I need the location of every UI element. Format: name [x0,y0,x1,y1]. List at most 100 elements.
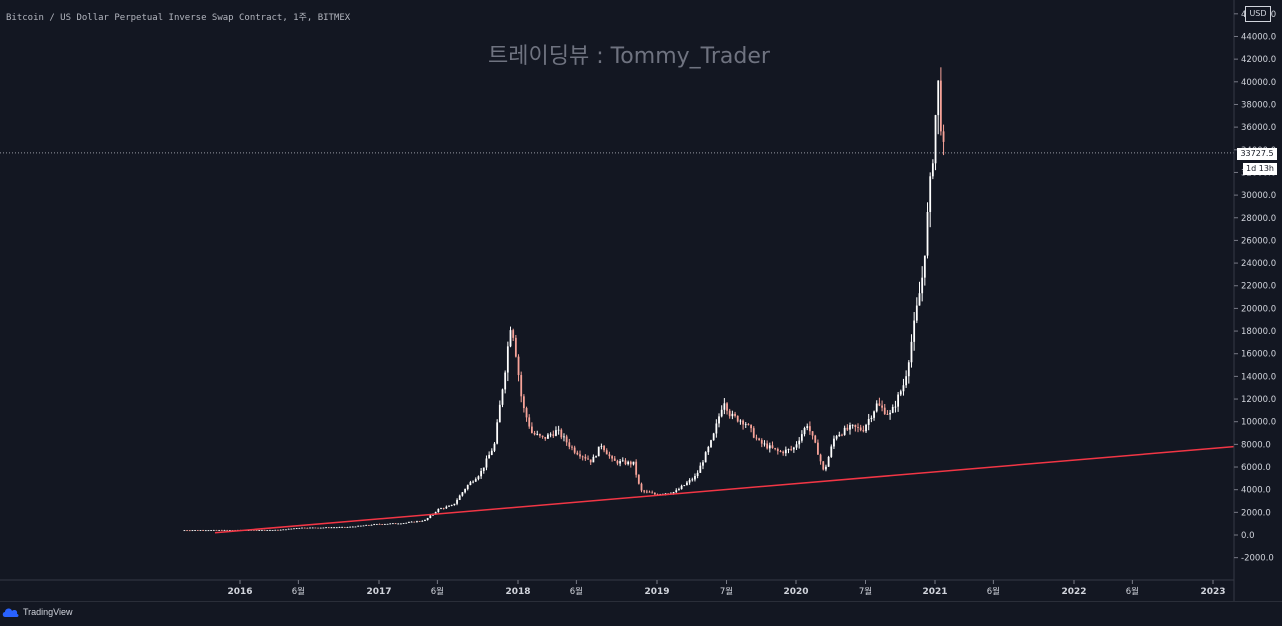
candle-body [792,447,795,450]
candle-body [277,529,279,531]
tradingview-label: TradingView [23,607,73,617]
candle-body [878,403,881,406]
candle-body [579,454,581,457]
price-tick-label: 14000.0 [1241,372,1276,382]
candle-body [795,444,798,448]
candle-body [576,452,579,455]
candle-body [720,409,723,417]
candle-body [782,451,785,454]
candle-body [228,530,231,531]
candle-body [482,467,485,471]
support-trendline[interactable] [214,445,1234,534]
candle-body [897,394,900,407]
price-tick-label: 30000.0 [1241,191,1276,201]
candle-body [231,530,234,531]
candle-body [798,440,801,445]
candle-body [464,489,466,493]
time-axis[interactable]: 2016 6월 2017 6월 2018 6월 2019 7월 2020 7월 2021 6월 2022… [0,579,1234,597]
candle-body [509,330,512,347]
candle-body [902,385,905,392]
candle-body [517,356,520,376]
candle-body [637,474,640,484]
candle-body [859,427,862,431]
candle-body [445,506,448,509]
candle-body [814,435,817,443]
time-tick-label: 2022 [1061,587,1086,597]
candle-body [504,372,507,390]
candle-body [188,530,191,532]
candle-body [434,512,437,514]
price-axis[interactable]: -2000.0 0.0 2000.0 4000.0 6000.0 8000.0 10000.… [1233,0,1282,601]
candle-body [774,447,777,449]
candle-body [544,436,547,439]
candle-body [702,462,704,466]
candle-body [905,376,908,386]
candle-body [469,482,472,486]
candle-body [210,530,213,531]
candle-body [346,527,349,528]
candle-body [696,472,699,477]
candle-body [923,255,926,278]
tradingview-logo[interactable]: TradingView [2,606,73,618]
candle-body [891,407,894,413]
candle-body [226,529,229,531]
candle-body [624,460,627,465]
candle-body [640,483,643,491]
candle-body [645,491,648,493]
candle-body [410,521,413,523]
candle-body [335,527,338,529]
candle-body [522,396,525,409]
candle-body [514,337,517,357]
candle-body [886,414,889,415]
candle-body [397,523,400,525]
candle-body [899,391,902,395]
candle-body [811,431,814,436]
candle-body [437,509,440,513]
candle-body [683,485,686,486]
price-tick-label: -2000.0 [1241,554,1274,564]
candle-body [803,427,806,435]
candle-body [202,530,205,531]
candle-body [271,530,274,531]
candle-body [728,410,731,417]
candle-body [929,176,932,212]
candle-body [766,443,769,449]
symbol-title: Bitcoin / US Dollar Perpetual Inverse Sw… [6,13,351,23]
candle-body [862,430,865,432]
candle-body [343,526,346,528]
trendline[interactable] [214,445,1234,534]
candle-body [373,524,376,525]
candle-body [597,446,600,457]
candle-body [186,530,188,532]
price-tick-label: 10000.0 [1241,418,1276,428]
candle-body [255,529,258,531]
candle-body [648,491,651,493]
candle-body [341,526,344,528]
candle-body [416,521,418,523]
candle-body [383,524,386,525]
time-tick-label: 7월 [720,586,733,597]
candle-body [595,456,597,458]
candle-body [533,432,536,435]
candle-body [942,131,945,142]
candle-body [378,524,381,525]
candle-body [386,523,389,525]
candle-body [581,456,584,458]
candle-body [825,466,827,470]
candle-body [752,428,755,438]
candle-body [290,528,293,530]
candlestick-series [183,67,945,532]
bar-countdown-label: 1d 13h [1243,163,1277,175]
currency-label[interactable]: USD [1245,6,1271,22]
candle-body [196,530,199,531]
candle-body [672,492,675,494]
candle-body [715,423,718,434]
tradingview-cloud-icon [2,608,19,617]
candle-body [605,450,608,455]
candle-body [736,415,739,422]
candle-body [889,412,891,415]
price-tick-label: 2000.0 [1241,508,1271,518]
candle-body [539,434,541,436]
candle-body [215,529,218,531]
